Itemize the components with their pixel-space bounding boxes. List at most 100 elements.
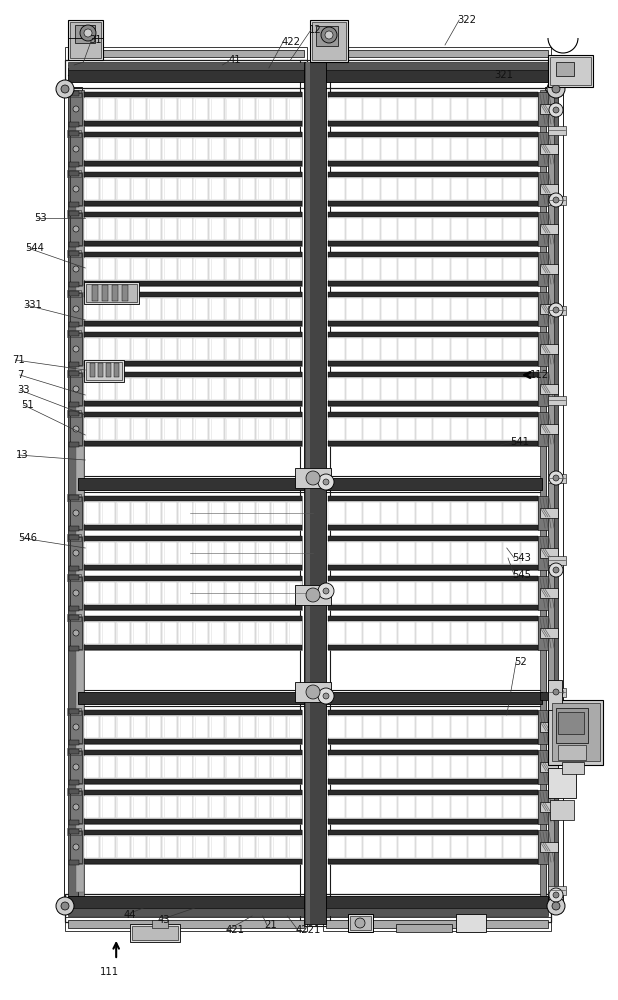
- Bar: [558, 745, 586, 760]
- Bar: [68, 896, 304, 910]
- Bar: [84, 332, 302, 366]
- Bar: [328, 859, 538, 864]
- Bar: [456, 914, 486, 932]
- Bar: [486, 502, 502, 524]
- Bar: [399, 338, 415, 360]
- Bar: [131, 582, 146, 604]
- Bar: [328, 779, 538, 784]
- Bar: [328, 710, 538, 744]
- Bar: [396, 924, 452, 932]
- Bar: [131, 418, 146, 440]
- Bar: [287, 542, 302, 564]
- Bar: [67, 494, 81, 501]
- Bar: [163, 338, 177, 360]
- Bar: [521, 716, 538, 738]
- Bar: [193, 542, 208, 564]
- Bar: [287, 178, 302, 200]
- Bar: [147, 298, 161, 320]
- Bar: [548, 556, 566, 565]
- Bar: [84, 605, 302, 610]
- Bar: [84, 710, 302, 744]
- Bar: [131, 98, 146, 120]
- Bar: [240, 582, 255, 604]
- Bar: [548, 886, 566, 895]
- Bar: [326, 62, 548, 70]
- Bar: [224, 836, 239, 858]
- Bar: [85, 298, 99, 320]
- Bar: [178, 502, 192, 524]
- Bar: [84, 859, 302, 864]
- Bar: [147, 138, 161, 160]
- Bar: [433, 716, 450, 738]
- Bar: [178, 542, 192, 564]
- Bar: [540, 842, 558, 852]
- Bar: [433, 418, 450, 440]
- Bar: [538, 332, 552, 366]
- Bar: [271, 338, 286, 360]
- Bar: [224, 218, 239, 240]
- Bar: [163, 378, 177, 400]
- Bar: [504, 622, 520, 644]
- Bar: [540, 722, 558, 732]
- Bar: [381, 542, 397, 564]
- Bar: [295, 682, 331, 702]
- Bar: [147, 218, 161, 240]
- Bar: [521, 756, 538, 778]
- Bar: [163, 98, 177, 120]
- Bar: [224, 338, 239, 360]
- Bar: [287, 836, 302, 858]
- Bar: [287, 98, 302, 120]
- Bar: [328, 790, 538, 824]
- Bar: [416, 138, 433, 160]
- Bar: [209, 756, 224, 778]
- Bar: [69, 362, 79, 367]
- Bar: [295, 468, 331, 488]
- Bar: [84, 92, 302, 97]
- Bar: [416, 542, 433, 564]
- Bar: [433, 378, 450, 400]
- Bar: [328, 252, 538, 286]
- Bar: [84, 616, 302, 621]
- Text: 545: 545: [512, 570, 531, 580]
- Circle shape: [553, 787, 559, 793]
- Bar: [328, 161, 538, 166]
- Circle shape: [306, 685, 320, 699]
- Circle shape: [355, 918, 365, 928]
- Bar: [178, 418, 192, 440]
- Bar: [310, 20, 348, 62]
- Bar: [468, 622, 485, 644]
- Bar: [163, 542, 177, 564]
- Bar: [209, 338, 224, 360]
- Bar: [114, 363, 119, 377]
- Bar: [178, 716, 192, 738]
- Bar: [328, 172, 538, 177]
- Bar: [147, 98, 161, 120]
- Bar: [84, 412, 302, 446]
- Bar: [256, 258, 270, 280]
- Bar: [70, 576, 82, 610]
- Bar: [224, 542, 239, 564]
- Bar: [521, 298, 538, 320]
- Bar: [69, 291, 79, 296]
- Bar: [271, 836, 286, 858]
- Bar: [486, 98, 502, 120]
- Bar: [381, 418, 397, 440]
- Bar: [328, 241, 538, 246]
- Bar: [538, 790, 552, 824]
- Bar: [209, 378, 224, 400]
- Bar: [224, 258, 239, 280]
- Bar: [416, 258, 433, 280]
- Bar: [416, 178, 433, 200]
- Bar: [84, 525, 302, 530]
- Bar: [84, 401, 302, 406]
- Bar: [346, 218, 363, 240]
- Bar: [84, 361, 302, 366]
- Bar: [147, 338, 161, 360]
- Bar: [240, 338, 255, 360]
- Bar: [163, 582, 177, 604]
- Bar: [256, 298, 270, 320]
- Bar: [363, 258, 380, 280]
- Bar: [70, 173, 82, 205]
- Bar: [538, 172, 552, 206]
- Bar: [240, 138, 255, 160]
